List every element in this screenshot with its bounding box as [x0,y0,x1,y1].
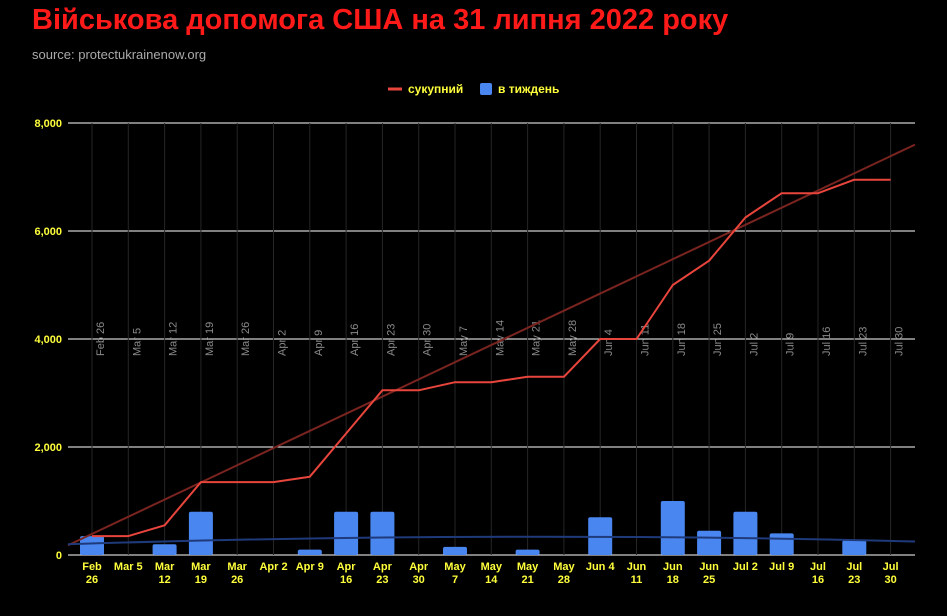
rotated-date-label: May 21 [531,320,543,356]
rotated-date-labels: Feb 26 Mar 5 Mar 12 Mar 19 Mar 26 Apr 2 Apr 9 A… [95,320,906,356]
weekly-bar [297,549,322,555]
weekly-bar [733,511,758,555]
weekly-bar [370,511,395,555]
rotated-date-label: Jun 4 [603,329,615,356]
x-tick-label: May 7 [444,561,466,586]
x-tick-label: May 28 [553,561,575,586]
legend-swatch-weekly [480,83,492,95]
x-tick-label: Feb 26 [82,561,102,586]
rotated-date-label: Apr 30 [422,324,434,356]
y-tick-label: 8,000 [34,118,62,130]
x-axis: Feb 26 Mar 5 Mar 12 Mar 19 Mar 26 Apr 2 Apr 9 Apr 16… [82,561,898,586]
x-tick-label: Jun 4 [586,561,616,573]
weekly-bar [188,511,213,555]
rotated-date-label: May 28 [567,320,579,356]
legend-label-weekly: в тиждень [498,82,559,96]
rotated-date-label: Jun 25 [712,323,724,356]
rotated-date-label: Feb 26 [95,322,107,356]
trendline-weekly [67,535,916,546]
rotated-date-label: Mar 5 [131,328,143,356]
weekly-bar [334,511,359,555]
rotated-date-label: May 7 [458,326,470,356]
x-tick-label: Mar 12 [155,561,175,586]
rotated-date-label: Apr 2 [277,330,289,356]
x-tick-label: Jul 16 [810,561,826,586]
y-tick-label: 6,000 [34,226,62,238]
weekly-bar [660,501,685,555]
x-tick-label: Apr 30 [409,561,429,586]
weekly-bar [80,536,104,555]
rotated-date-label: Jul 30 [894,327,906,356]
rotated-date-label: Mar 19 [204,322,216,356]
x-tick-label: Apr 16 [337,561,357,586]
x-tick-label: Jul 9 [769,561,794,573]
x-tick-label: Mar 26 [227,561,247,586]
x-tick-label: Mar 5 [114,561,143,573]
cumulative-line [92,178,891,538]
x-tick-label: Mar 19 [191,561,211,586]
x-tick-label: Jun 25 [699,561,719,586]
gridlines [68,122,915,556]
rotated-date-label: Jun 11 [640,324,652,356]
weekly-bar [443,546,467,555]
trendlines [67,143,916,547]
rotated-date-label: Jul 16 [821,327,833,356]
weekly-bar [152,544,177,555]
rotated-date-label: Apr 9 [313,330,325,356]
rotated-date-label: Jun 18 [676,323,688,356]
rotated-date-label: Jul 9 [785,333,797,356]
y-tick-label: 4,000 [34,334,62,346]
rotated-date-label: Jul 2 [748,333,760,356]
x-tick-label: Apr 23 [373,561,393,586]
x-tick-label: Jun 18 [663,561,683,586]
trendline-cumulative [67,143,916,547]
cumulative-series-line [92,178,891,538]
chart-title: Військова допомога США на 31 липня 2022 … [32,4,729,36]
y-tick-label: 2,000 [34,442,62,454]
weekly-bar [769,533,794,555]
x-tick-label: Jun 11 [627,561,647,586]
rotated-date-label: Apr 16 [349,324,361,356]
x-tick-label: May 21 [517,561,539,586]
weekly-bar [697,530,722,555]
x-tick-label: Apr 9 [296,561,324,573]
rotated-date-label: Mar 26 [240,322,252,356]
weekly-bars [80,501,867,555]
legend-label-cumulative: сукупний [408,82,463,96]
weekly-bar [842,540,867,555]
y-axis: 0 2,000 4,000 6,000 8,000 [34,118,62,562]
rotated-date-label: Apr 23 [385,324,397,356]
x-tick-label: Apr 2 [259,561,287,573]
x-tick-label: Jul 23 [846,561,862,586]
chart-source: source: protectukrainenow.org [32,47,207,62]
weekly-bar [515,549,540,555]
rotated-date-label: Mar 12 [168,322,180,356]
x-tick-label: Jul 2 [733,561,758,573]
x-tick-label: Jul 30 [883,561,899,586]
y-tick-label: 0 [56,550,62,562]
legend[interactable]: сукупний в тиждень [388,82,559,96]
x-tick-label: May 14 [481,561,503,586]
rotated-date-label: May 14 [494,320,506,356]
rotated-date-label: Jul 23 [857,327,869,356]
